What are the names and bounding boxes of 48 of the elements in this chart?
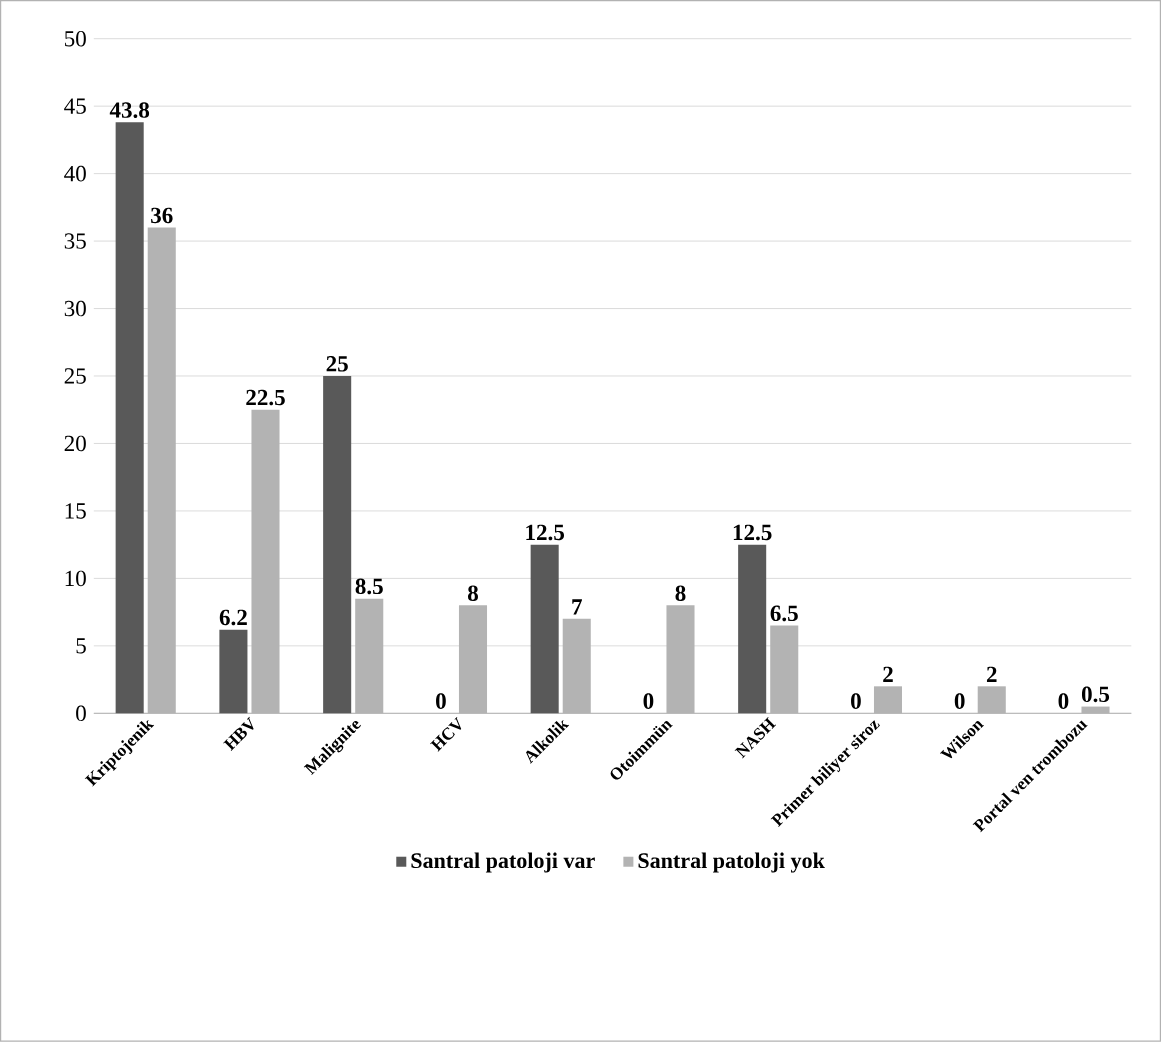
y-tick-label: 40 <box>64 166 86 182</box>
data-label: 12.5 <box>526 524 565 541</box>
y-tick-label: 45 <box>64 98 86 114</box>
bar <box>562 619 591 714</box>
legend-label: Santral patoloji var <box>411 852 595 873</box>
data-label: 8 <box>675 585 686 602</box>
y-tick-label: 15 <box>65 503 86 519</box>
bar <box>147 227 176 714</box>
bar <box>977 686 1006 714</box>
bar <box>770 625 799 714</box>
legend-label: Santral patoloji yok <box>638 852 825 873</box>
bar <box>1081 706 1110 714</box>
y-tick-label: 0 <box>76 705 86 722</box>
data-label: 0 <box>643 693 654 710</box>
data-label: 25 <box>326 356 348 372</box>
y-tick-label: 50 <box>65 31 86 47</box>
y-tick-label: 30 <box>64 300 86 317</box>
bar <box>458 605 488 714</box>
data-label: 6.5 <box>770 605 798 622</box>
y-tick-label: 5 <box>76 638 86 654</box>
bar <box>323 376 352 714</box>
data-label: 0 <box>954 693 965 710</box>
bar <box>666 605 695 714</box>
data-label: 36 <box>151 207 173 224</box>
data-label: 12.5 <box>733 524 772 541</box>
data-label: 6.2 <box>219 609 247 626</box>
bar <box>355 598 384 714</box>
bar <box>115 122 144 714</box>
y-tick-label: 10 <box>65 570 86 587</box>
bar <box>873 686 903 714</box>
data-label: 0 <box>851 693 861 710</box>
data-label: 43.8 <box>109 102 150 119</box>
data-label: 0 <box>1058 693 1069 710</box>
data-label: 7 <box>572 599 582 615</box>
data-label: 2 <box>986 666 997 683</box>
data-label: 0.5 <box>1081 686 1110 703</box>
y-tick-label: 20 <box>64 435 86 452</box>
data-label: 8 <box>467 585 478 602</box>
bar <box>251 409 280 714</box>
bar <box>738 544 767 714</box>
bar <box>219 629 248 714</box>
data-label: 8.5 <box>355 578 383 595</box>
data-label: 22.5 <box>246 389 285 406</box>
data-label: 2 <box>883 666 893 683</box>
data-label: 0 <box>436 693 446 710</box>
y-tick-label: 25 <box>64 368 86 384</box>
bar <box>530 544 559 714</box>
y-tick-label: 35 <box>64 233 86 249</box>
